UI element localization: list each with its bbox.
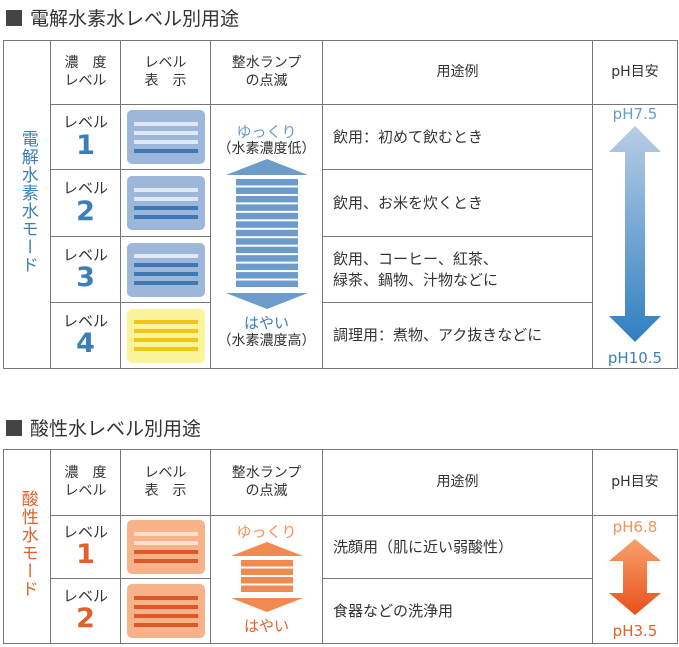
level-display-4 <box>120 302 211 369</box>
ph-arrow-icon <box>609 125 661 342</box>
hydrogen-water-table: 電解水素水モード 濃 度 レベル レベル 表 示 整水ランプ の点滅 用途例 p… <box>3 40 678 369</box>
level-indicator <box>126 242 205 297</box>
level-indicator <box>126 520 205 574</box>
lamp-bar <box>235 263 298 270</box>
speed-arrow-icon <box>230 541 303 612</box>
indicator-bar <box>133 272 198 277</box>
arrow-head-up <box>225 158 308 175</box>
header-ph: pH目安 <box>592 40 678 105</box>
indicator-bar <box>133 254 198 259</box>
level-2: レベル 2 <box>50 169 121 237</box>
indicator-bar <box>133 604 198 609</box>
header-ph: pH目安 <box>592 449 678 516</box>
usage-1: 洗顔用（肌に近い弱酸性） <box>322 515 593 579</box>
header-display: レベル 表 示 <box>120 449 211 516</box>
square-bullet-icon <box>6 419 22 436</box>
lamp-bar <box>240 568 293 575</box>
usage-2: 食器などの洗浄用 <box>322 578 593 644</box>
lamp-bar <box>235 280 298 287</box>
usage-1: 飲用：初めて飲むとき <box>322 103 593 171</box>
section2-title: 酸性水レベル別用途 <box>6 414 201 441</box>
indicator-bar <box>133 205 198 210</box>
indicator-bar <box>133 338 198 343</box>
lamp-bar <box>235 246 298 253</box>
lamp-blink-cell: ゆっくり はやい <box>210 515 323 644</box>
indicator-bar <box>133 281 198 286</box>
lamp-bar <box>240 585 293 592</box>
ph-arrow-icon <box>609 538 661 615</box>
arrow-head-down <box>230 597 303 612</box>
level-display-3 <box>120 235 211 304</box>
header-lamp: 整水ランプ の点滅 <box>210 40 323 105</box>
indicator-bar <box>133 329 198 334</box>
indicator-bar <box>133 263 198 268</box>
level-indicator <box>126 584 205 638</box>
indicator-bar <box>133 121 198 126</box>
indicator-bar <box>133 613 198 618</box>
lamp-bar <box>240 576 293 584</box>
indicator-bar <box>133 558 198 563</box>
indicator-bar <box>133 320 198 325</box>
lamp-bar <box>235 195 298 203</box>
level-display-1 <box>120 515 211 579</box>
level-1: レベル 1 <box>50 515 121 579</box>
indicator-bar <box>133 549 198 554</box>
header-usage: 用途例 <box>322 449 593 516</box>
acidic-water-table: 酸性水モード 濃 度 レベル レベル 表 示 整水ランプ の点滅 用途例 pH目… <box>3 449 678 644</box>
ph-range: pH7.5 pH10.5 <box>592 104 678 369</box>
lamp-bar <box>235 178 298 186</box>
arrow-head-up <box>230 541 303 556</box>
level-display-2 <box>120 578 211 644</box>
lamp-bar <box>235 221 298 228</box>
mode-label: 電解水素水モード <box>3 40 51 369</box>
section1-title: 電解水素水レベル別用途 <box>6 4 239 31</box>
level-indicator <box>126 308 205 363</box>
level-display-2 <box>120 169 211 237</box>
usage-3: 飲用、コーヒー、紅茶、 緑茶、鍋物、汁物などに <box>322 235 593 304</box>
header-usage: 用途例 <box>322 40 593 105</box>
level-indicator <box>126 176 205 231</box>
indicator-bar <box>133 622 198 627</box>
square-bullet-icon <box>6 9 22 26</box>
level-2: レベル 2 <box>50 578 121 644</box>
mode-label: 酸性水モード <box>3 449 51 644</box>
lamp-bar <box>235 271 298 279</box>
level-display-1 <box>120 103 211 171</box>
indicator-bar <box>133 214 198 219</box>
arrow-head-down <box>225 292 308 309</box>
lamp-bar <box>240 559 293 567</box>
indicator-bar <box>133 540 198 545</box>
lamp-blink-cell: ゆっくり （水素濃度低） はやい （水素濃度高） <box>210 104 323 369</box>
indicator-bar <box>133 187 198 192</box>
indicator-bar <box>133 595 198 600</box>
lamp-bar <box>235 187 298 194</box>
indicator-bar <box>133 139 198 144</box>
speed-arrow-icon <box>225 158 308 309</box>
indicator-bar <box>133 347 198 352</box>
usage-2: 飲用、お米を炊くとき <box>322 169 593 237</box>
level-4: レベル 4 <box>50 302 121 369</box>
lamp-bar <box>235 237 298 245</box>
header-lamp: 整水ランプ の点滅 <box>210 449 323 516</box>
indicator-bar <box>133 531 198 536</box>
header-concentration: 濃 度 レベル <box>50 449 121 516</box>
lamp-bar <box>235 229 298 236</box>
ph-range: pH6.8 pH3.5 <box>592 515 678 644</box>
level-1: レベル 1 <box>50 103 121 171</box>
level-3: レベル 3 <box>50 235 121 304</box>
lamp-bar <box>235 254 298 262</box>
lamp-bar <box>235 204 298 211</box>
usage-4: 調理用：煮物、アク抜きなどに <box>322 302 593 369</box>
header-concentration: 濃 度 レベル <box>50 40 121 105</box>
indicator-bar <box>133 148 198 153</box>
level-indicator <box>126 110 205 165</box>
header-display: レベル 表 示 <box>120 40 211 105</box>
indicator-bar <box>133 130 198 135</box>
indicator-bar <box>133 196 198 201</box>
lamp-bar <box>235 212 298 220</box>
